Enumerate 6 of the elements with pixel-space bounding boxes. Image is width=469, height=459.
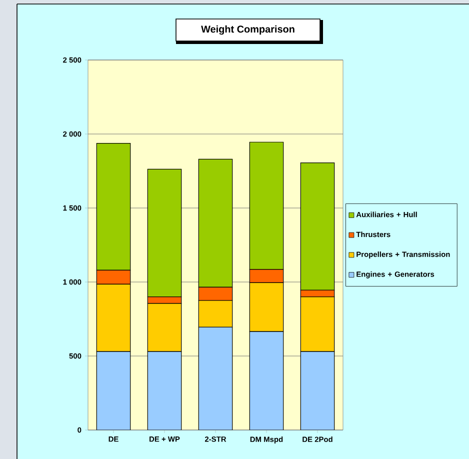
bar <box>148 352 182 430</box>
chart-title: Weight Comparison <box>201 25 294 35</box>
bar <box>250 332 284 430</box>
bar <box>198 327 232 430</box>
bar <box>300 351 335 430</box>
bar <box>96 352 130 430</box>
